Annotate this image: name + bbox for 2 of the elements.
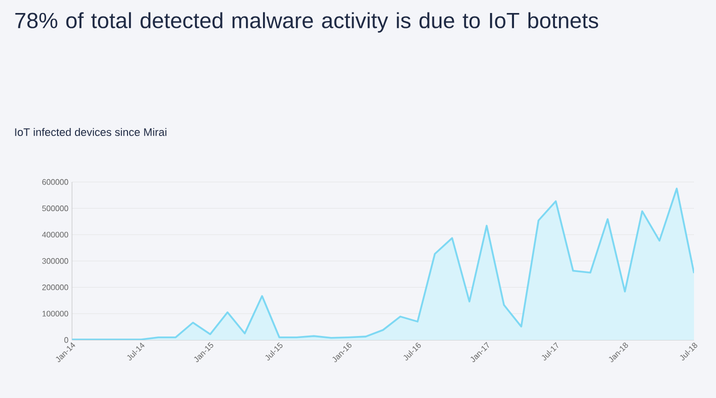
chart-subtitle: IoT infected devices since Mirai	[15, 128, 166, 136]
chart-title: 78% of total detected malware activity is due to IoT botnets	[15, 12, 598, 33]
